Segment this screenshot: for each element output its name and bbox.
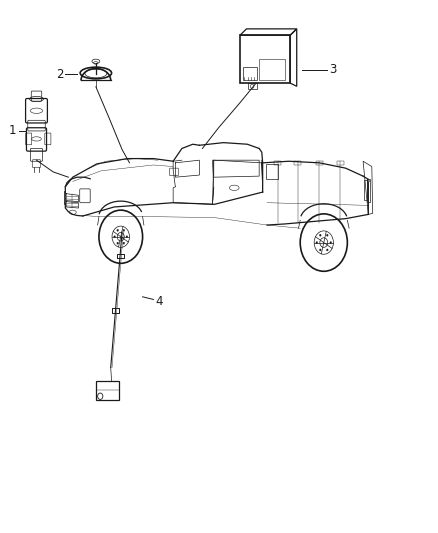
Bar	[275, 161, 282, 165]
Bar	[367, 179, 370, 201]
Circle shape	[114, 236, 116, 238]
Bar	[112, 309, 119, 313]
Bar	[112, 309, 119, 313]
Bar	[266, 164, 279, 179]
Bar	[337, 161, 344, 165]
Bar	[364, 180, 367, 200]
Circle shape	[319, 234, 321, 236]
Circle shape	[326, 234, 328, 236]
Bar	[248, 83, 257, 90]
Text: 3: 3	[329, 63, 336, 76]
Bar	[117, 254, 124, 259]
Circle shape	[316, 241, 318, 244]
Circle shape	[123, 229, 125, 231]
Circle shape	[319, 249, 321, 251]
Bar	[240, 35, 290, 83]
Circle shape	[326, 249, 328, 251]
Bar	[294, 161, 301, 165]
Bar	[316, 161, 323, 165]
Circle shape	[330, 241, 332, 244]
Bar	[117, 254, 124, 259]
Circle shape	[117, 242, 119, 244]
Text: 4: 4	[155, 295, 162, 308]
Circle shape	[126, 236, 128, 238]
Circle shape	[123, 242, 125, 244]
Text: 1: 1	[9, 124, 17, 138]
Bar	[96, 381, 119, 400]
Circle shape	[117, 229, 119, 231]
Text: 2: 2	[56, 68, 64, 80]
Bar	[259, 59, 286, 80]
Bar	[243, 67, 257, 80]
